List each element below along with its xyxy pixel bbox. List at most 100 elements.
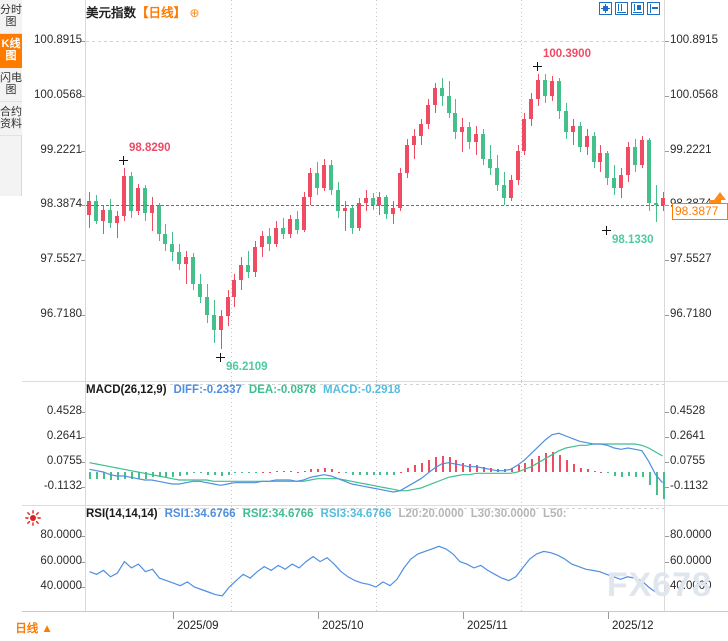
sidebar-item-lightning[interactable]: 闪电图: [0, 68, 22, 102]
price-plot-area[interactable]: [85, 0, 665, 381]
macd-histogram-bar: [221, 472, 223, 476]
price-panel: 100.8915 100.0568 99.2221 98.3874 97.5527 96.…: [22, 0, 728, 381]
macd-histogram-bar: [566, 460, 568, 472]
candle-body: [564, 111, 568, 133]
rsi-axis-tick-right: 60.0000: [670, 554, 712, 567]
macd-dea-line: [89, 443, 663, 492]
rsi1-value: RSI1:34.6766: [164, 508, 236, 520]
candle-wick: [117, 211, 118, 238]
candle-body: [619, 175, 623, 189]
macd-histogram-bar: [628, 472, 630, 476]
sidebar-item-lightning-label: 闪电图: [0, 72, 22, 96]
candle-body: [384, 196, 388, 214]
macd-histogram-bar: [89, 472, 91, 479]
candle-body: [516, 150, 520, 180]
macd-axis-tick-left: 0.2641: [46, 429, 82, 442]
scale-right-icon[interactable]: [631, 2, 644, 15]
candle-body: [405, 145, 409, 174]
grid-line: [86, 40, 664, 42]
chart-toolbar: [599, 2, 660, 15]
rsi-tick-mark-left: [81, 561, 85, 563]
sidebar-item-intraday[interactable]: 分时图: [0, 0, 22, 34]
candle-body: [315, 173, 319, 189]
macd-histogram-bar: [587, 469, 589, 472]
macd-histogram-bar: [414, 465, 416, 472]
move-crosshair-icon[interactable]: [599, 2, 612, 15]
crosshair-target-icon[interactable]: ⊕: [189, 6, 200, 20]
candle-body: [578, 125, 582, 147]
time-tick-mark: [318, 612, 319, 619]
time-axis-label: 2025/12: [612, 620, 654, 632]
candle-body: [163, 234, 167, 245]
macd-histogram-bar: [131, 472, 133, 479]
candle-body: [502, 184, 506, 199]
macd-histogram-bar: [469, 464, 471, 472]
macd-tick-mark-right: [665, 461, 669, 463]
macd-histogram-bar: [138, 472, 140, 479]
macd-histogram-bar: [421, 462, 423, 472]
sidebar-item-contract[interactable]: 合约资料: [0, 102, 22, 136]
macd-plot-area[interactable]: [85, 382, 665, 505]
scale-left-icon[interactable]: [615, 2, 628, 15]
sidebar-item-kline[interactable]: K线图: [0, 34, 22, 68]
macd-name: MACD(26,12,9): [86, 384, 167, 396]
rsi-l50-value: L50:: [542, 508, 567, 520]
macd-histogram-bar: [524, 462, 526, 472]
candle-body: [343, 207, 347, 212]
price-axis-tick-left: 96.7180: [40, 308, 82, 321]
grid-column: [521, 382, 522, 505]
shift-right-icon[interactable]: [647, 2, 660, 15]
macd-histogram-bar: [449, 457, 451, 472]
candle-body: [460, 127, 464, 133]
macd-histogram-bar: [607, 472, 609, 474]
candle-body: [654, 203, 658, 206]
price-tick-mark-right: [665, 95, 669, 97]
macd-diff-line: [89, 432, 663, 493]
candle-body: [157, 204, 161, 235]
price-tick-mark-left: [81, 260, 85, 262]
marker-cross-high-mid: [119, 156, 128, 166]
rsi-tick-mark-right: [665, 586, 669, 588]
candle-body: [640, 140, 644, 166]
price-axis-tick-right: 100.0568: [670, 88, 718, 101]
brightness-sun-icon[interactable]: [25, 510, 41, 526]
candle-wick: [248, 250, 249, 279]
macd-histogram-bar: [552, 452, 554, 472]
rsi-panel: RSI(14,14,14) RSI1:34.6766 RSI2:34.6766 RSI…: [22, 505, 728, 611]
macd-histogram-bar: [110, 472, 112, 480]
rsi-plot-area[interactable]: [85, 506, 665, 611]
candle-body: [474, 133, 478, 143]
macd-histogram-bar: [96, 472, 98, 479]
candle-wick: [573, 119, 574, 146]
candle-body: [143, 187, 147, 213]
macd-histogram-bar: [386, 472, 388, 475]
macd-histogram-bar: [511, 468, 513, 472]
macd-histogram-bar: [228, 472, 230, 475]
candle-body: [412, 135, 416, 146]
candle-body: [647, 140, 651, 204]
period-badge-button[interactable]: 日线 ▲: [15, 623, 53, 635]
current-price-tag[interactable]: 98.3877: [672, 203, 728, 221]
macd-grid-line: [86, 384, 664, 385]
candle-body: [329, 165, 333, 191]
candle-body: [150, 204, 154, 213]
candle-body: [522, 119, 526, 151]
candle-body: [661, 198, 665, 206]
rsi1-line: [89, 545, 663, 597]
candle-body: [509, 179, 513, 199]
rsi-grid-line: [86, 508, 664, 509]
candle-body: [246, 265, 250, 272]
rsi-tick-mark-left: [81, 586, 85, 588]
rsi-tick-mark-right: [665, 561, 669, 563]
macd-histogram-bar: [400, 472, 402, 473]
grid-column: [231, 506, 232, 611]
candle-body: [377, 196, 381, 205]
macd-histogram-bar: [649, 472, 651, 486]
price-tick-mark-right: [665, 205, 669, 207]
candle-body: [205, 296, 209, 316]
candle-body: [612, 178, 616, 189]
annotation-high-peak: 100.3900: [543, 47, 591, 60]
up-arrow-icon: [714, 192, 726, 201]
macd-axis-tick-left: 0.0755: [46, 454, 82, 467]
candle-body: [571, 125, 575, 133]
